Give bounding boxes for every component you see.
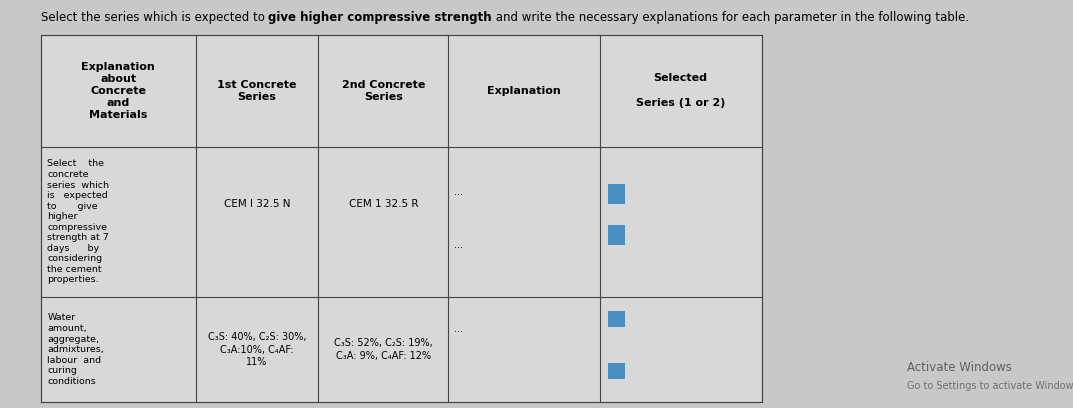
Bar — [608, 184, 626, 204]
Text: ...: ... — [454, 187, 462, 197]
Text: CEM I 32.5 N: CEM I 32.5 N — [224, 199, 291, 208]
Text: ...: ... — [454, 239, 462, 250]
Text: C₃S: 52%, C₂S: 19%,
C₃A: 9%, C₄AF: 12%: C₃S: 52%, C₂S: 19%, C₃A: 9%, C₄AF: 12% — [334, 338, 432, 361]
Text: Water
amount,
aggregate,
admixtures,
labour  and
curing
conditions: Water amount, aggregate, admixtures, lab… — [47, 313, 104, 386]
Text: CEM 1 32.5 R: CEM 1 32.5 R — [349, 199, 418, 208]
Bar — [41, 35, 762, 402]
Text: 1st Concrete
Series: 1st Concrete Series — [218, 80, 297, 102]
Bar — [608, 364, 626, 379]
Text: Selected

Series (1 or 2): Selected Series (1 or 2) — [636, 73, 725, 108]
Text: Explanation
about
Concrete
and
Materials: Explanation about Concrete and Materials — [82, 62, 156, 120]
Text: 2nd Concrete
Series: 2nd Concrete Series — [341, 80, 425, 102]
Text: Activate Windows: Activate Windows — [907, 361, 1012, 374]
Text: Explanation: Explanation — [487, 86, 561, 96]
Text: and write the necessary explanations for each parameter in the following table.: and write the necessary explanations for… — [493, 11, 969, 24]
Text: Select    the
concrete
series  which
is   expected
to       give
higher
compress: Select the concrete series which is expe… — [47, 160, 109, 284]
Text: Go to Settings to activate Windows.: Go to Settings to activate Windows. — [907, 381, 1073, 390]
Bar — [608, 311, 626, 326]
Text: C₃S: 40%, C₂S: 30%,
C₃A:10%, C₄AF:
11%: C₃S: 40%, C₂S: 30%, C₃A:10%, C₄AF: 11% — [208, 332, 306, 367]
Text: Select the series which is expected to: Select the series which is expected to — [41, 11, 268, 24]
Bar — [608, 225, 626, 244]
Text: ...: ... — [454, 324, 462, 334]
Text: give higher compressive strength: give higher compressive strength — [268, 11, 493, 24]
